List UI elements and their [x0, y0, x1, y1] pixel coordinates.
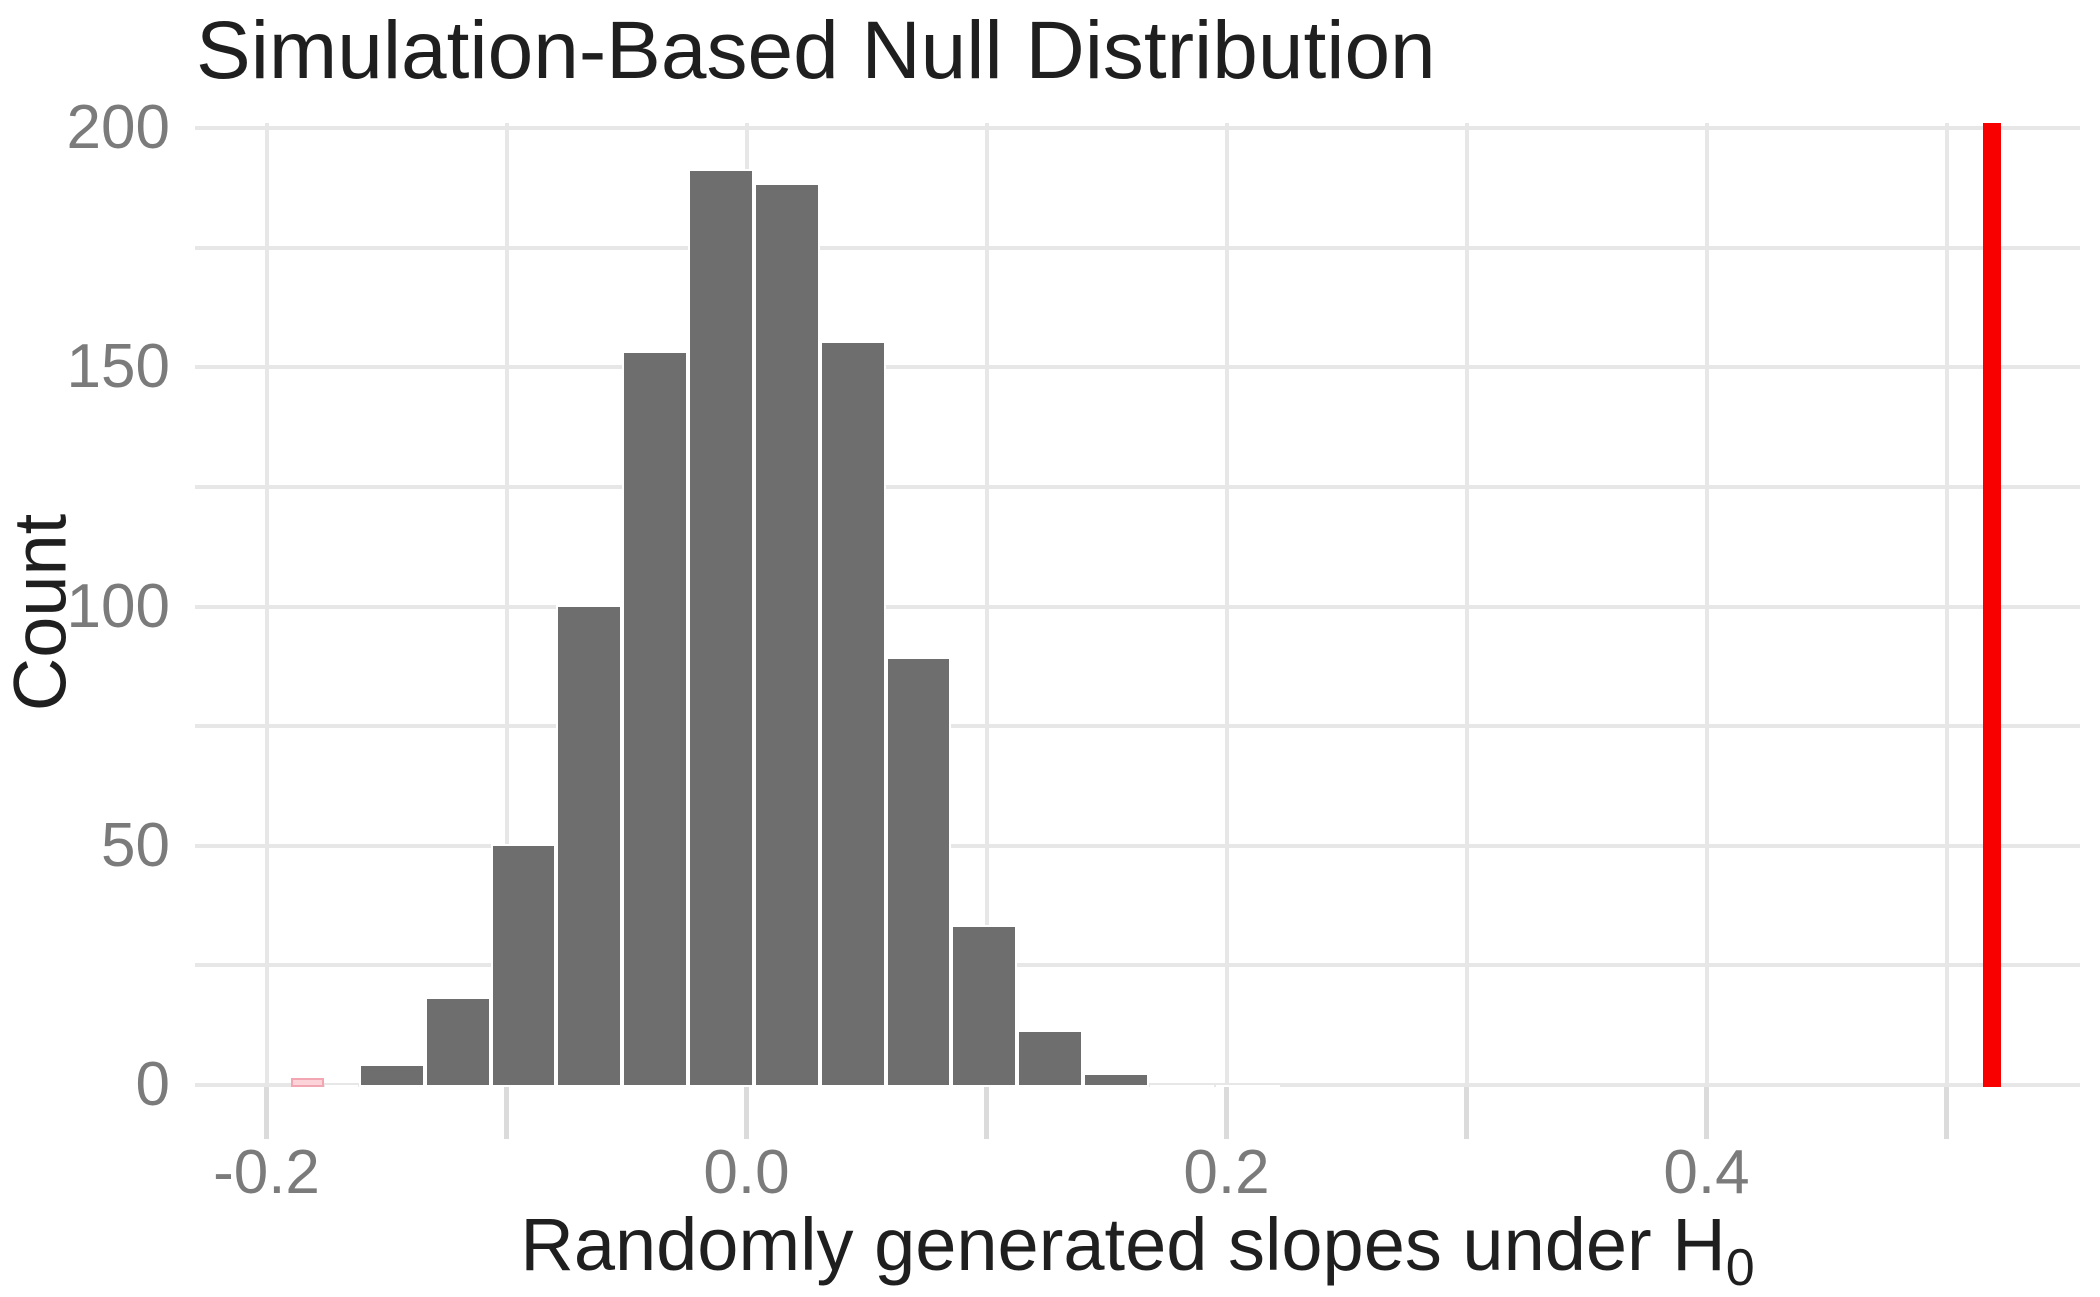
x-axis-tick-mark	[264, 1087, 269, 1139]
histogram-bar	[688, 169, 754, 1087]
zero-count-bin	[1215, 1085, 1280, 1091]
zero-count-bin	[325, 1085, 358, 1091]
x-axis-tick-mark	[1704, 1087, 1709, 1139]
pink-histogram-bar	[290, 1078, 325, 1087]
horizontal-gridline	[195, 126, 2080, 130]
x-axis-title-subscript: 0	[1725, 1239, 1755, 1297]
histogram-bar	[490, 843, 557, 1087]
x-axis-tick-mark	[1944, 1087, 1949, 1139]
y-axis-tick-label: 150	[66, 332, 170, 402]
horizontal-gridline	[195, 365, 2080, 370]
y-axis-tick-label: 0	[135, 1050, 170, 1119]
x-axis-tick-label: -0.2	[213, 1138, 320, 1207]
horizontal-gridline	[195, 724, 2080, 729]
x-axis-title-text: Randomly generated slopes under H	[520, 1203, 1726, 1286]
chart-title: Simulation-Based Null Distribution	[196, 5, 1436, 96]
x-axis-tick-label: 0.2	[1183, 1138, 1270, 1207]
histogram-bar	[622, 350, 689, 1087]
horizontal-gridline	[195, 843, 2080, 848]
histogram-bar	[1083, 1073, 1149, 1087]
x-axis-tick-label: 0.0	[703, 1138, 790, 1207]
x-axis-title: Randomly generated slopes under H0	[195, 1202, 2080, 1297]
histogram-bar	[556, 604, 623, 1087]
x-axis-tick-mark	[1464, 1087, 1469, 1139]
histogram-bar	[1017, 1030, 1084, 1087]
horizontal-gridline	[195, 484, 2080, 489]
y-axis-tick-label: 50	[101, 810, 170, 880]
zero-count-bin	[1149, 1085, 1214, 1091]
x-axis-tick-mark	[984, 1087, 989, 1139]
histogram-bar	[885, 657, 952, 1087]
observed-statistic-line	[1983, 123, 2002, 1087]
horizontal-gridline	[195, 963, 2080, 968]
x-axis-tick-mark	[744, 1087, 749, 1139]
histogram-bar	[424, 996, 491, 1087]
x-axis-tick-label: 0.4	[1663, 1138, 1750, 1207]
y-axis-tick-label: 100	[66, 571, 170, 641]
histogram-bar	[358, 1063, 425, 1087]
histogram-bar	[819, 341, 886, 1087]
x-axis-tick-mark	[504, 1087, 509, 1139]
histogram-bar	[753, 183, 820, 1087]
horizontal-gridline	[195, 245, 2080, 250]
x-axis-tick-mark	[1224, 1087, 1229, 1139]
histogram-bar	[951, 925, 1018, 1087]
y-axis-tick-label: 200	[66, 93, 170, 162]
horizontal-gridline	[195, 604, 2080, 609]
